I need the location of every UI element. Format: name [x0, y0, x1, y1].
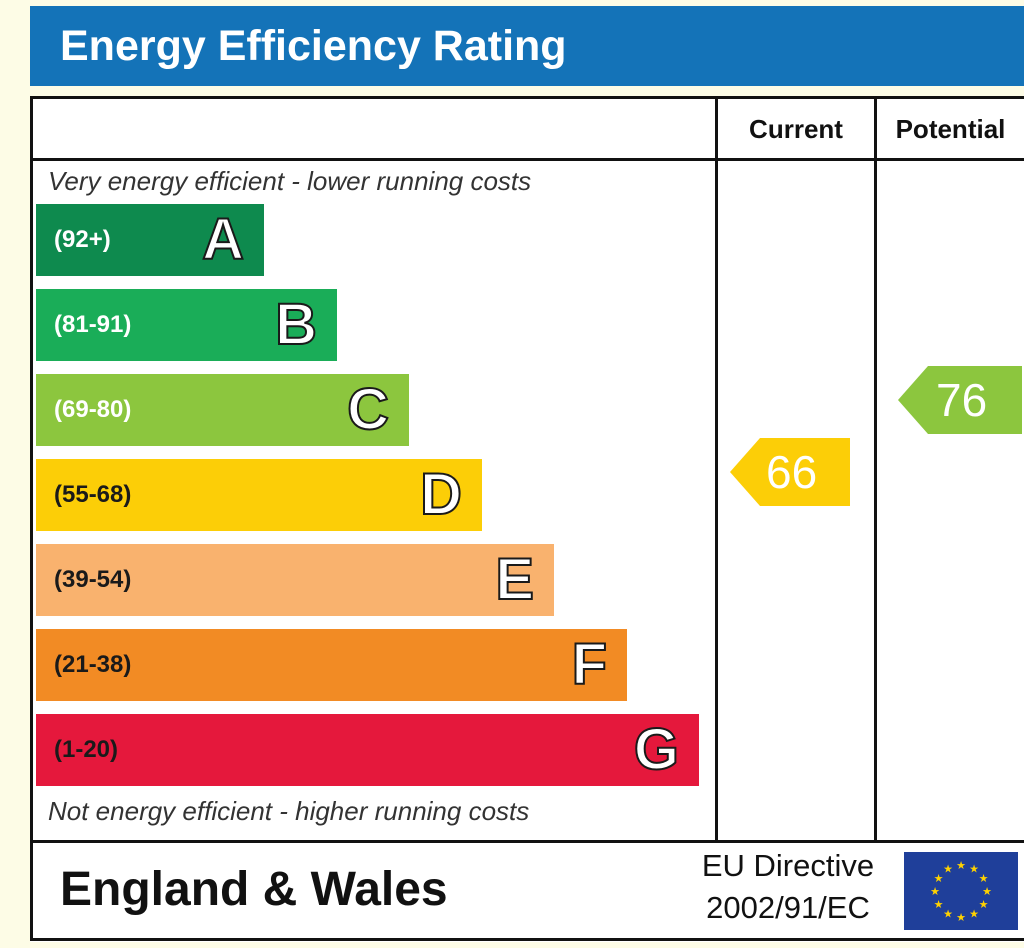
eu-flag-icon: ★ ★ ★ ★ ★ ★ ★ ★ ★ ★ ★ ★ — [904, 852, 1018, 930]
chart-title: Energy Efficiency Rating — [60, 22, 567, 70]
band-b-letter: B — [274, 291, 318, 358]
region-label: England & Wales — [60, 863, 448, 916]
band-e: (39-54) E — [36, 544, 554, 616]
potential-rating-value: 76 — [936, 374, 988, 426]
potential-column-header: Potential — [895, 114, 1006, 144]
bottom-efficiency-note: Not energy efficient - higher running co… — [48, 796, 530, 826]
band-e-letter: E — [494, 546, 535, 613]
table-left-border — [30, 96, 33, 941]
top-efficiency-note: Very energy efficient - lower running co… — [48, 166, 532, 196]
band-f-letter: F — [571, 631, 608, 698]
band-c-letter: C — [346, 376, 390, 443]
current-arrow-shape — [730, 438, 850, 506]
flag-star: ★ — [934, 873, 944, 885]
band-b: (81-91) B — [36, 289, 337, 361]
flag-star: ★ — [956, 860, 966, 872]
current-rating-value: 66 — [766, 446, 818, 498]
band-a-letter: A — [201, 206, 245, 273]
potential-column-divider — [874, 96, 877, 842]
footer-divider — [30, 840, 1024, 843]
band-f-range: (21-38) — [54, 651, 132, 678]
band-c-range: (69-80) — [54, 396, 132, 423]
band-d: (55-68) D — [36, 459, 482, 531]
flag-star: ★ — [979, 899, 989, 911]
eu-flag-stars: ★ ★★★★★★★★★★★ — [930, 860, 992, 924]
band-g-range: (1-20) — [54, 736, 119, 763]
band-f: (21-38) F — [36, 629, 627, 701]
table-top-border — [30, 96, 1024, 99]
band-c: (69-80) C — [36, 374, 409, 446]
flag-star: ★ — [969, 909, 979, 921]
flag-star: ★ — [943, 909, 953, 921]
band-a-range: (92+) — [54, 226, 111, 253]
current-column-header: Current — [749, 114, 843, 144]
directive-line1: EU Directive — [701, 848, 875, 883]
rating-header: Energy Efficiency Rating — [30, 6, 1024, 86]
current-column-divider — [715, 96, 718, 842]
flag-star: ★ — [934, 899, 944, 911]
flag-star: ★ — [943, 864, 953, 876]
current-rating-arrow: 66 — [730, 438, 850, 506]
flag-star: ★ — [969, 864, 979, 876]
flag-star: ★ — [930, 886, 940, 898]
band-g-letter: G — [633, 716, 680, 783]
band-d-range: (55-68) — [54, 481, 132, 508]
band-e-range: (39-54) — [54, 566, 132, 593]
band-d-letter: D — [419, 461, 463, 528]
potential-arrow-shape — [898, 366, 1022, 434]
band-b-range: (81-91) — [54, 311, 132, 338]
column-header-divider — [30, 158, 1024, 161]
table-bottom-border — [30, 938, 1024, 941]
flag-star: ★ — [956, 912, 966, 924]
band-a: (92+) A — [36, 204, 264, 276]
directive-line2: 2002/91/EC — [706, 890, 870, 925]
band-g: (1-20) G — [36, 714, 699, 786]
flag-star: ★ — [982, 886, 992, 898]
potential-rating-arrow: 76 — [898, 366, 1022, 434]
flag-star: ★ — [979, 873, 989, 885]
